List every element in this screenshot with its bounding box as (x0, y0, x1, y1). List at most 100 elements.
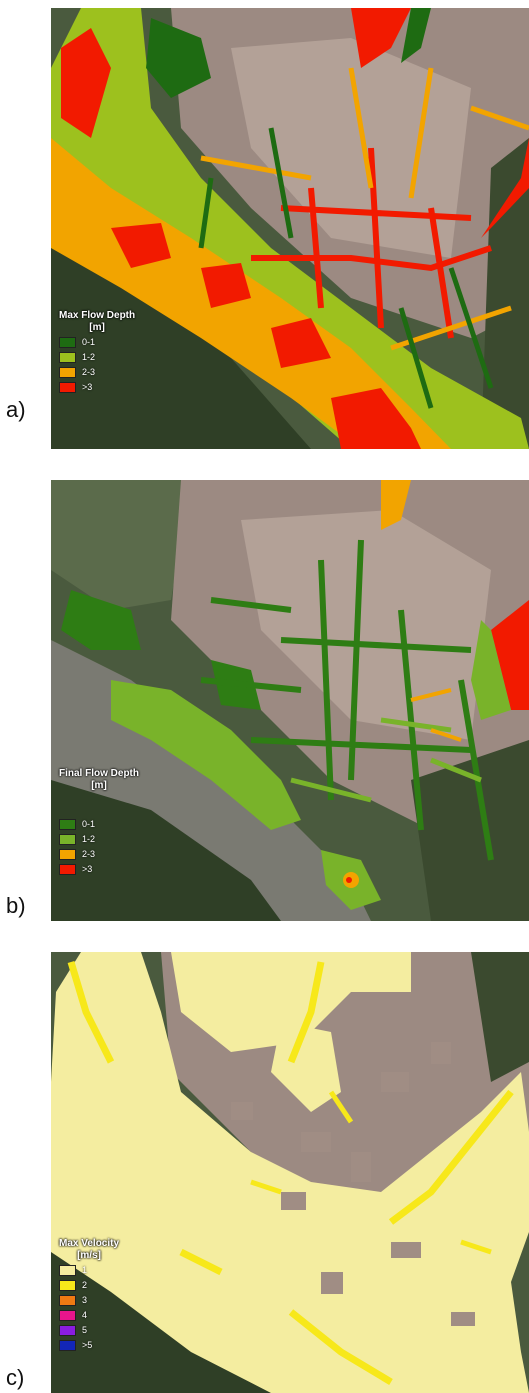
velocity-streaks (250, 1090, 492, 1255)
legend-swatch (59, 1294, 76, 1306)
flood-extent (111, 680, 301, 830)
legend-label: 1 (82, 1265, 88, 1275)
legend-label: 1-2 (82, 834, 96, 844)
forest-area (481, 138, 529, 449)
legend-swatch (59, 818, 76, 830)
legend-unit: [m] (89, 322, 105, 333)
flood-extent (61, 28, 111, 138)
legend-label: 2-3 (82, 367, 96, 377)
flood-extent (271, 318, 331, 368)
legend-item: 3 (59, 1293, 119, 1307)
legend-panel-c: Max Velocity [m/s] 1 2 3 4 5 >5 (59, 1238, 119, 1352)
flooded-streets (290, 717, 482, 803)
legend-item: 5 (59, 1323, 119, 1337)
legend-item: 2-3 (59, 847, 139, 861)
flooded-streets (200, 539, 494, 861)
legend-label: 3 (82, 1295, 88, 1305)
urban-area (241, 510, 491, 740)
legend-label: 0-1 (82, 337, 96, 347)
flood-extent (201, 263, 251, 308)
forest-area (471, 952, 529, 1082)
legend-label: >3 (82, 382, 93, 392)
legend-swatch (59, 1324, 76, 1336)
legend-panel-b: Final Flow Depth [m] 0-1 1-2 2-3 >3 (59, 768, 139, 876)
legend-label: >3 (82, 864, 93, 874)
legend-item: >5 (59, 1338, 119, 1352)
legend-title: Max Velocity (59, 1238, 120, 1249)
flood-extent (471, 620, 511, 720)
legend-label: 5 (82, 1325, 88, 1335)
flood-extent (401, 8, 431, 63)
legend-title: Final Flow Depth (59, 768, 139, 779)
legend-swatch (59, 366, 76, 378)
flooded-streets (251, 147, 492, 339)
building-gap (281, 1192, 306, 1210)
legend-spacer (59, 792, 139, 816)
velocity-map-c (51, 952, 529, 1393)
flow-depth-map-b (51, 480, 529, 921)
legend-label: >5 (82, 1340, 93, 1350)
building-gap (451, 1312, 475, 1326)
legend-item: 1-2 (59, 832, 139, 846)
legend-item: 0-1 (59, 335, 135, 349)
legend-swatch (59, 848, 76, 860)
legend-unit: [m] (91, 780, 107, 791)
building-gap (381, 1072, 409, 1092)
legend-swatch (59, 336, 76, 348)
velocity-extent (51, 952, 529, 1393)
building-gap (391, 1242, 421, 1258)
velocity-extent (271, 1022, 341, 1112)
building-gap (431, 1042, 451, 1064)
legend-item: 0-1 (59, 817, 139, 831)
flow-depth-map-a (51, 8, 529, 449)
panel-label-a: a) (6, 397, 26, 422)
building-gap (321, 1272, 343, 1294)
flood-extent (351, 8, 411, 68)
flooded-streets (198, 127, 494, 409)
legend-label: 1-2 (82, 352, 96, 362)
flood-extent (61, 590, 141, 650)
legend-item: 1 (59, 1263, 119, 1277)
forest-area (51, 780, 281, 921)
building-gap (231, 1102, 253, 1120)
legend-panel-a: Max Flow Depth [m] 0-1 1-2 2-3 >3 (59, 310, 135, 394)
flood-extent (346, 877, 352, 883)
urban-area (231, 38, 471, 258)
legend-swatch (59, 1279, 76, 1291)
legend-swatch (59, 1339, 76, 1351)
legend-swatch (59, 1264, 76, 1276)
building-gap (351, 1152, 371, 1182)
panel-label-b: b) (6, 893, 26, 918)
legend-swatch (59, 863, 76, 875)
flood-extent (146, 18, 211, 98)
flood-extent (331, 388, 421, 449)
flood-extent (381, 480, 411, 530)
legend-item: 2-3 (59, 365, 135, 379)
forest-area (51, 480, 191, 610)
legend-item: 1-2 (59, 350, 135, 364)
forest-area (411, 740, 529, 921)
legend-item: 4 (59, 1308, 119, 1322)
flood-extent (111, 223, 171, 268)
forest-area (51, 238, 311, 449)
flooded-streets (410, 688, 462, 742)
legend-item: 2 (59, 1278, 119, 1292)
legend-label: 0-1 (82, 819, 96, 829)
legend-swatch (59, 833, 76, 845)
legend-label: 4 (82, 1310, 88, 1320)
velocity-extent (171, 952, 411, 1052)
map-panel-a: Max Flow Depth [m] 0-1 1-2 2-3 >3 (51, 8, 529, 449)
legend-swatch (59, 1309, 76, 1321)
building-gap (301, 1132, 331, 1152)
flood-extent (481, 138, 529, 238)
panel-label-c: c) (6, 1365, 25, 1390)
legend-swatch (59, 381, 76, 393)
flood-extent (51, 138, 451, 449)
flood-extent (491, 600, 529, 710)
map-panel-b: Final Flow Depth [m] 0-1 1-2 2-3 >3 (51, 480, 529, 921)
legend-label: 2-3 (82, 849, 96, 859)
map-panel-c: Max Velocity [m/s] 1 2 3 4 5 >5 (51, 952, 529, 1393)
flooded-streets (200, 67, 529, 351)
legend-title: Max Flow Depth (59, 310, 136, 321)
legend-label: 2 (82, 1280, 88, 1290)
